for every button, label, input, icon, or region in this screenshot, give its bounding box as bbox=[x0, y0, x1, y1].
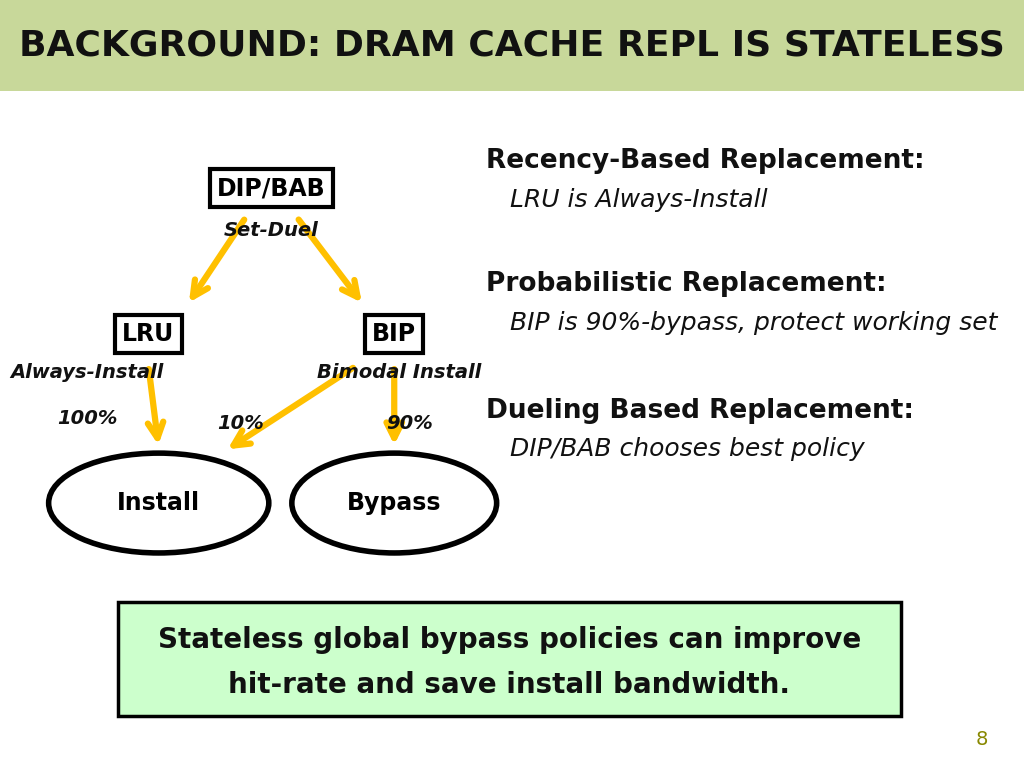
Text: Recency-Based Replacement:: Recency-Based Replacement: bbox=[486, 148, 925, 174]
FancyBboxPatch shape bbox=[0, 0, 1024, 91]
FancyBboxPatch shape bbox=[118, 602, 901, 716]
Text: Probabilistic Replacement:: Probabilistic Replacement: bbox=[486, 271, 887, 297]
Text: 8: 8 bbox=[976, 730, 988, 749]
Text: Install: Install bbox=[117, 491, 201, 515]
Text: 90%: 90% bbox=[386, 415, 433, 433]
Text: BIP: BIP bbox=[372, 322, 417, 346]
Text: DIP/BAB: DIP/BAB bbox=[217, 176, 326, 200]
Text: 100%: 100% bbox=[57, 409, 117, 428]
Text: Bypass: Bypass bbox=[347, 491, 441, 515]
Text: Always-Install: Always-Install bbox=[10, 363, 164, 382]
Text: Dueling Based Replacement:: Dueling Based Replacement: bbox=[486, 398, 914, 424]
Text: LRU is Always-Install: LRU is Always-Install bbox=[486, 187, 768, 212]
Text: Bimodal Install: Bimodal Install bbox=[317, 363, 481, 382]
Text: BACKGROUND: DRAM CACHE REPL IS STATELESS: BACKGROUND: DRAM CACHE REPL IS STATELESS bbox=[19, 28, 1005, 62]
Ellipse shape bbox=[292, 453, 497, 553]
Text: DIP/BAB chooses best policy: DIP/BAB chooses best policy bbox=[486, 437, 865, 462]
Text: BIP is 90%-bypass, protect working set: BIP is 90%-bypass, protect working set bbox=[486, 310, 997, 335]
Ellipse shape bbox=[48, 453, 268, 553]
Text: Set-Duel: Set-Duel bbox=[224, 221, 318, 240]
Text: 10%: 10% bbox=[217, 415, 264, 433]
Text: hit-rate and save install bandwidth.: hit-rate and save install bandwidth. bbox=[228, 671, 791, 699]
Text: LRU: LRU bbox=[122, 322, 175, 346]
Text: Stateless global bypass policies can improve: Stateless global bypass policies can imp… bbox=[158, 626, 861, 654]
